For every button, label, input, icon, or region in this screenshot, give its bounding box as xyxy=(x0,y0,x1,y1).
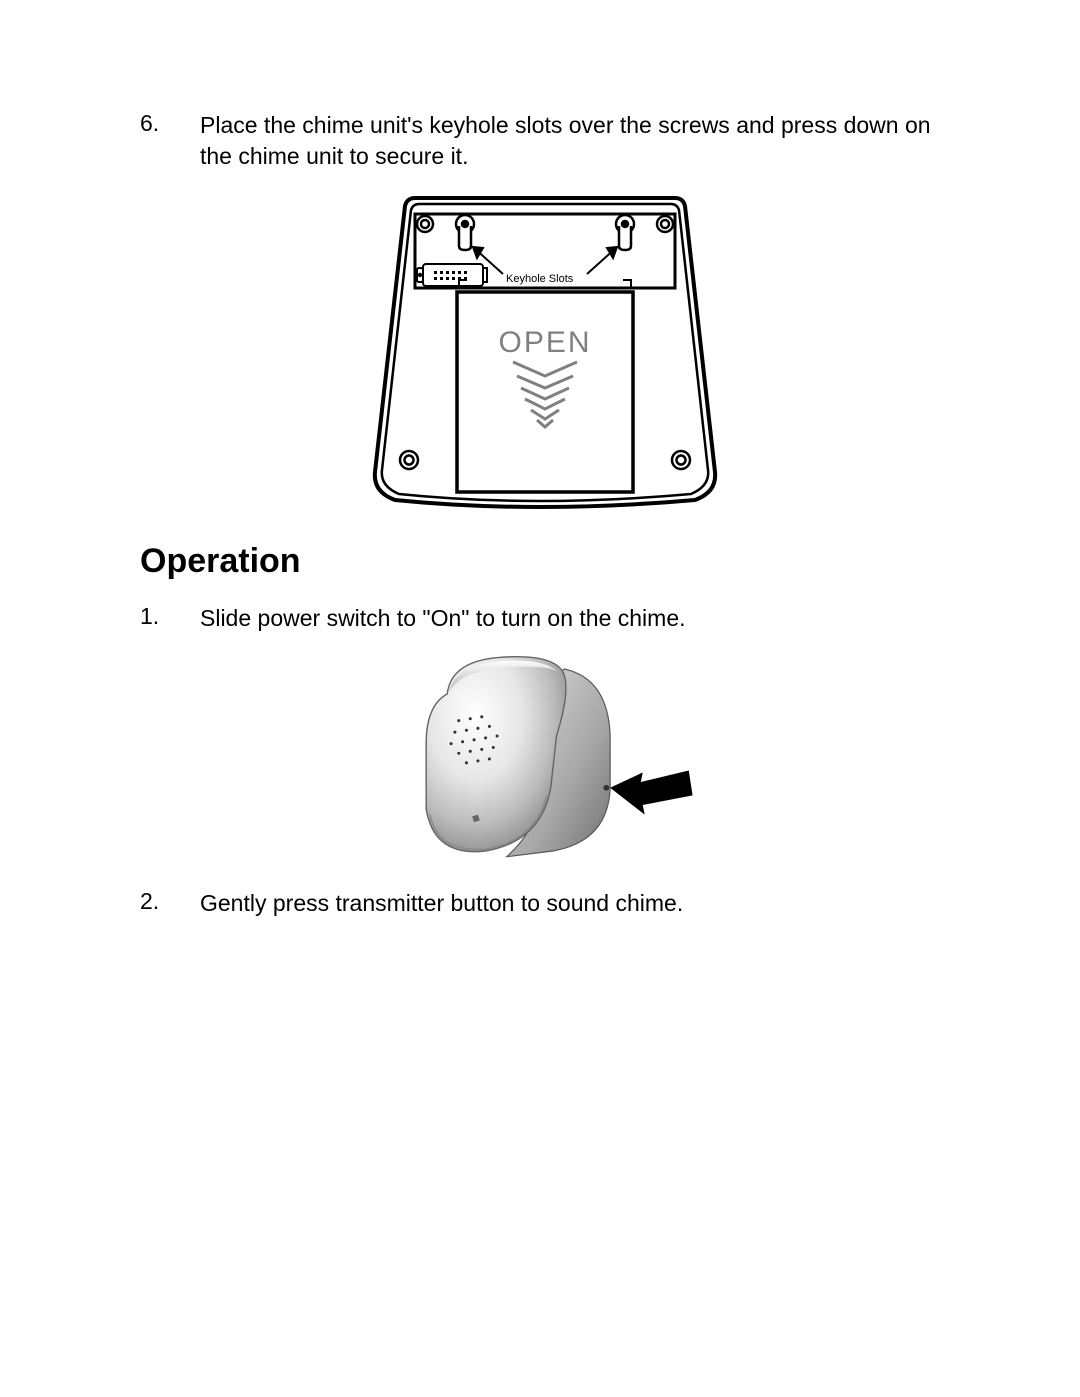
install-step-6: 6. Place the chime unit's keyhole slots … xyxy=(140,110,950,172)
chime-back-diagram: Keyhole Slots OPEN xyxy=(140,192,950,512)
operation-heading: Operation xyxy=(140,542,950,581)
step-number: 1. xyxy=(140,603,200,630)
svg-text:OPEN: OPEN xyxy=(498,326,591,359)
chime-back-svg: Keyhole Slots OPEN xyxy=(355,192,735,512)
svg-text:Keyhole Slots: Keyhole Slots xyxy=(506,273,574,285)
chime-front-svg xyxy=(390,644,700,874)
step-number: 6. xyxy=(140,110,200,137)
operation-step-2: 2. Gently press transmitter button to so… xyxy=(140,888,950,919)
step-text: Gently press transmitter button to sound… xyxy=(200,888,683,919)
operation-step-1: 1. Slide power switch to "On" to turn on… xyxy=(140,603,950,634)
step-text: Place the chime unit's keyhole slots ove… xyxy=(200,110,950,172)
step-text: Slide power switch to "On" to turn on th… xyxy=(200,603,686,634)
chime-front-diagram xyxy=(140,644,950,874)
step-number: 2. xyxy=(140,888,200,915)
